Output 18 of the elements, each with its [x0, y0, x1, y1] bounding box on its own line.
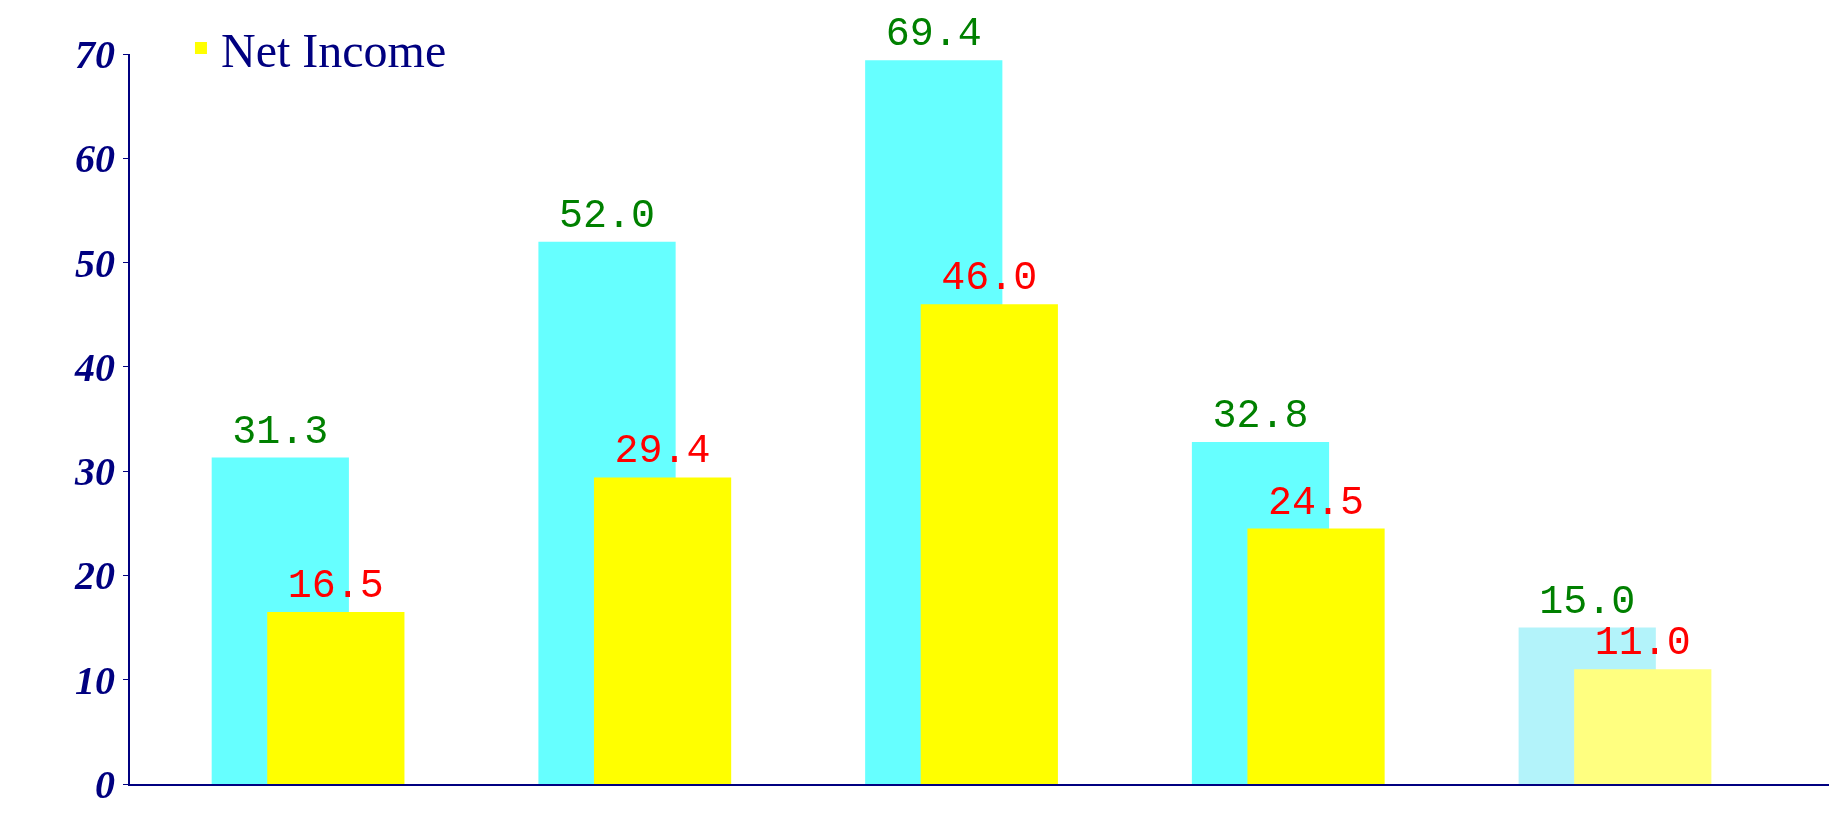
y-tick-label: 40 [74, 344, 115, 390]
bar [267, 611, 405, 784]
data-label: 52.0 [559, 193, 656, 239]
y-tick-label: 0 [95, 762, 115, 807]
data-label: 32.8 [1212, 393, 1309, 439]
y-tick-label: 30 [74, 449, 115, 495]
y-tick-label: 10 [75, 657, 115, 703]
bar [1247, 528, 1385, 784]
y-tick-label: 60 [75, 136, 115, 182]
bar [593, 477, 732, 784]
y-tick-label: 50 [75, 240, 115, 286]
data-label: 69.4 [885, 12, 982, 58]
data-label: 31.3 [232, 409, 329, 455]
bar [1574, 669, 1712, 784]
bar [920, 304, 1058, 784]
legend-label: Net Income [220, 23, 447, 77]
y-tick-label: 20 [74, 553, 115, 599]
y-tick-label: 70 [75, 32, 115, 77]
